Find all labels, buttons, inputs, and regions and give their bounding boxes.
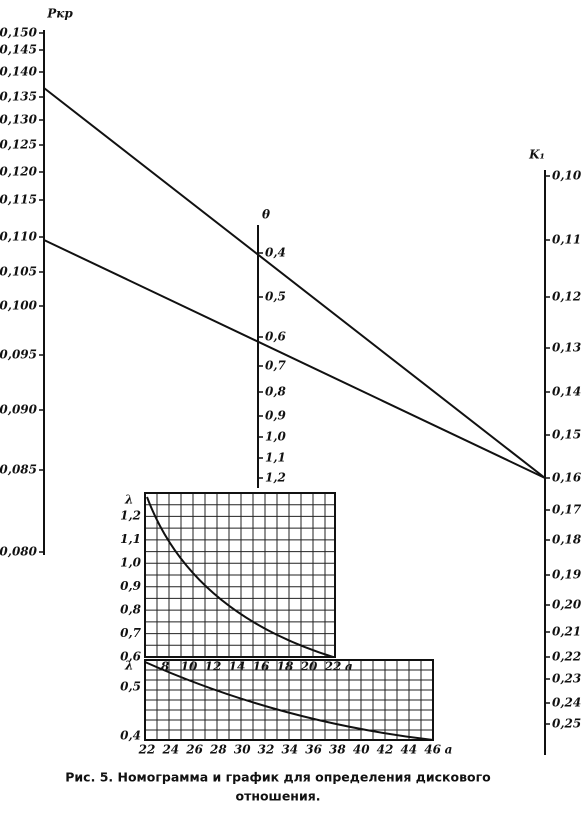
x-tick-label: 22: [324, 660, 342, 674]
y-tick-label: 1,0: [120, 556, 142, 570]
curve: [144, 661, 434, 741]
scale-tick-label: 0,120: [0, 165, 38, 179]
scale-tick-label: 0,145: [0, 43, 37, 57]
x-tick-label: 18: [277, 660, 294, 674]
scale-tick-label: 0,125: [0, 138, 37, 152]
scale-tick-label: 1,2: [265, 471, 286, 485]
y-tick-label: 0,7: [120, 626, 142, 640]
index-line: [43, 239, 546, 479]
y-tick-label: 1,2: [120, 509, 141, 523]
scale-tick-label: 0,16: [552, 471, 582, 485]
scale-tick-label: 0,5: [265, 290, 286, 304]
x-tick-label: 26: [185, 743, 203, 757]
x-tick-label: 28: [209, 743, 227, 757]
x-tick-label: 24: [161, 743, 179, 757]
x-tick-label: 20: [300, 660, 318, 674]
curve: [146, 496, 334, 658]
scale-tick-label: 0,12: [552, 290, 581, 304]
x-tick-label: 22: [138, 743, 156, 757]
scale-tick-label: 0,4: [265, 246, 286, 260]
y-tick-label: 1,1: [120, 532, 141, 546]
x-tick-label: 10: [181, 660, 198, 674]
index-line: [43, 87, 546, 479]
scale-tick-label: 0,17: [552, 503, 582, 517]
x-tick-label: 30: [234, 743, 251, 757]
x-tick-label: 14: [229, 660, 246, 674]
scale-tick-label: 0,095: [0, 348, 37, 362]
scale-tick-label: 0,110: [0, 230, 38, 244]
x-tick-label: 36: [305, 743, 322, 757]
scale-tick-label: 0,10: [552, 169, 582, 183]
x-tick-label: 16: [253, 660, 270, 674]
graph-frame: [144, 492, 336, 658]
scale-tick-label: 0,130: [0, 113, 38, 127]
caption: Рис. 5. Номограмма и график для определе…: [65, 770, 491, 785]
y-axis-label: λ: [124, 659, 133, 673]
scale-tick-label: 0,14: [552, 385, 581, 399]
y-axis-label: λ: [124, 493, 133, 507]
scale-tick-label: 0,090: [0, 403, 38, 417]
scale-label: θ: [262, 208, 270, 222]
caption: отношения.: [236, 789, 321, 804]
x-tick-label: 8: [161, 660, 170, 674]
scale-tick-label: 0,13: [552, 341, 581, 355]
scale-label: K₁: [528, 148, 545, 162]
x-tick-label: 40: [353, 743, 370, 757]
y-tick-label: 0,4: [120, 729, 141, 743]
x-tick-label: 44: [400, 743, 417, 757]
scale-tick-label: 0,100: [0, 299, 38, 313]
scale-tick-label: 0,19: [552, 568, 582, 582]
scale-tick-label: 1,1: [265, 451, 286, 465]
scale-tick-label: 0,150: [0, 26, 38, 40]
scale-tick-label: 0,20: [552, 598, 582, 612]
scale-tick-label: 0,18: [552, 533, 582, 547]
graph-frame: [144, 659, 434, 741]
scale-tick-label: 0,9: [265, 409, 287, 423]
x-tick-label: 32: [258, 743, 275, 757]
y-tick-label: 0,8: [120, 603, 142, 617]
x-axis-label: a: [445, 743, 453, 757]
y-tick-label: 0,9: [120, 579, 142, 593]
x-tick-label: 46: [424, 743, 441, 757]
scale-tick-label: 0,135: [0, 90, 37, 104]
x-tick-label: 34: [281, 743, 298, 757]
scale-tick-label: 0,21: [552, 625, 581, 639]
x-tick-label: 42: [377, 743, 394, 757]
y-tick-label: 0,5: [120, 680, 141, 694]
scale-tick-label: 0,7: [265, 359, 287, 373]
scale-tick-label: 0,8: [265, 385, 287, 399]
scale-label: Ркр: [46, 7, 73, 21]
scale-tick-label: 0,24: [552, 696, 581, 710]
scale-tick-label: 0,105: [0, 265, 37, 279]
y-tick-label: 0,6: [120, 650, 142, 664]
scale-tick-label: 0,085: [0, 463, 37, 477]
scale-tick-label: 0,140: [0, 65, 38, 79]
scale-tick-label: 1,0: [265, 430, 287, 444]
x-tick-label: 38: [329, 743, 346, 757]
x-tick-label: 12: [205, 660, 222, 674]
scale-tick-label: 0,6: [265, 330, 287, 344]
scale-tick-label: 0,22: [552, 650, 581, 664]
scale-tick-label: 0,080: [0, 545, 38, 559]
scale-tick-label: 0,15: [552, 428, 581, 442]
scale-tick-label: 0,115: [0, 193, 37, 207]
scale-tick-label: 0,25: [552, 717, 581, 731]
scale-tick-label: 0,23: [552, 672, 581, 686]
scale-tick-label: 0,11: [552, 233, 581, 247]
